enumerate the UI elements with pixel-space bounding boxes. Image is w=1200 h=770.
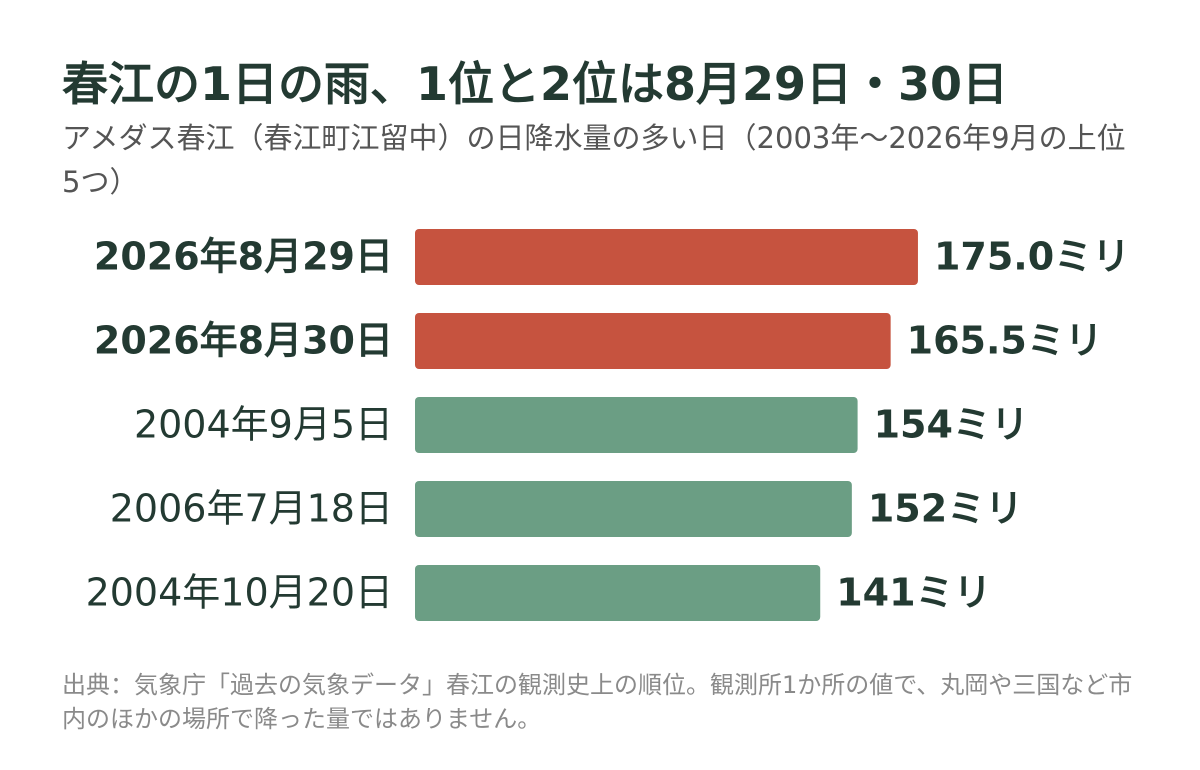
source-note: 出典：気象庁「過去の気象データ」春江の観測史上の順位。観測所1か所の値で、丸岡や… (62, 671, 1133, 733)
value-label: 154ミリ (874, 403, 1029, 447)
category-label: 2026年8月30日 (94, 319, 393, 363)
bar (415, 397, 858, 453)
value-label: 141ミリ (836, 571, 991, 615)
value-label: 175.0ミリ (934, 235, 1130, 279)
bar (415, 565, 821, 621)
bar (415, 481, 852, 537)
value-label: 165.5ミリ (907, 319, 1103, 363)
bar (415, 313, 891, 369)
category-label: 2004年10月20日 (86, 571, 393, 615)
category-label: 2004年9月5日 (134, 403, 393, 447)
bar (415, 229, 918, 285)
chart-title: 春江の1日の雨、1位と2位は8月29日・30日 (62, 57, 1009, 111)
value-label: 152ミリ (868, 487, 1023, 531)
category-label: 2006年7月18日 (110, 487, 393, 531)
chart-subtitle: アメダス春江（春江町江留中）の日降水量の多い日（2003年～2026年9月の上位… (62, 121, 1126, 199)
category-label: 2026年8月29日 (94, 235, 393, 279)
